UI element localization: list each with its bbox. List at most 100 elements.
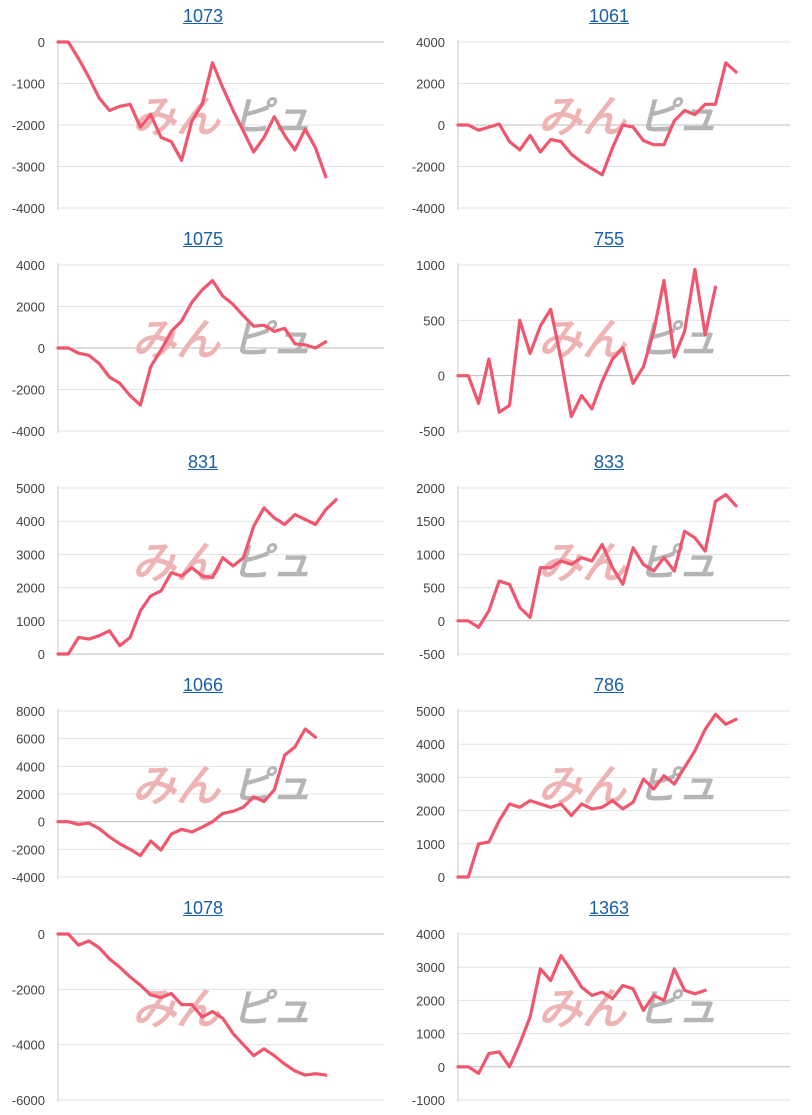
y-tick-label: 0	[38, 927, 45, 942]
series-line	[456, 712, 738, 879]
y-tick-label: 0	[438, 870, 445, 885]
line-chart: 4000 3000 2000 1000 0 -1000 みん ピュ	[412, 927, 790, 1108]
y-tick-label: -2000	[12, 118, 45, 133]
y-tick-label: 1000	[16, 614, 45, 629]
y-tick-label: -3000	[12, 160, 45, 175]
y-tick-label: 4000	[16, 514, 45, 529]
chart-panel-833: 833 2000 1500 1000 500 0 -500 みん ピュ	[406, 446, 812, 669]
watermark-logo: みん ピュ	[132, 984, 312, 1035]
data-points	[57, 499, 337, 655]
chart-title-link[interactable]: 1363	[588, 898, 630, 918]
watermark-text-left: みん	[132, 92, 222, 143]
watermark-logo: みん ピュ	[132, 538, 312, 589]
data-points	[57, 933, 326, 1076]
y-tick-label: -2000	[412, 160, 445, 175]
y-tick-label: 0	[38, 815, 45, 830]
y-tick-label: -4000	[12, 424, 45, 439]
watermark-text-right: ピュ	[232, 317, 312, 363]
y-tick-label: 0	[438, 1060, 445, 1075]
y-tick-label: 0	[38, 647, 45, 662]
y-tick-label: -4000	[412, 201, 445, 216]
y-tick-label: 6000	[16, 732, 45, 747]
data-points	[457, 955, 706, 1074]
chart-title-link[interactable]: 1073	[182, 6, 224, 26]
y-tick-label: -2000	[12, 842, 45, 857]
y-tick-label: 2000	[16, 581, 45, 596]
y-tick-label: 5000	[16, 481, 45, 496]
gridlines	[58, 487, 384, 655]
y-tick-label: 2000	[416, 481, 445, 496]
data-points	[457, 714, 737, 878]
watermark-text-left: みん	[538, 984, 628, 1035]
chart-panel-1363: 1363 4000 3000 2000 1000 0 -1000 みん ピュ	[406, 892, 812, 1115]
line-chart: 0 -2000 -4000 -6000 みん ピュ	[12, 927, 384, 1108]
y-tick-label: 2000	[416, 993, 445, 1008]
y-tick-label: 1000	[416, 258, 445, 273]
y-tick-label: 1000	[416, 547, 445, 562]
watermark-text-left: みん	[132, 761, 222, 812]
y-tick-label: 1000	[416, 1027, 445, 1042]
y-tick-label: -4000	[12, 1038, 45, 1053]
chart-title-link[interactable]: 833	[593, 452, 625, 472]
gridlines	[58, 41, 384, 209]
y-tick-label: 4000	[416, 737, 445, 752]
y-tick-label: 0	[38, 341, 45, 356]
y-tick-label: 4000	[416, 35, 445, 50]
chart-title-link[interactable]: 831	[187, 452, 219, 472]
watermark-text-right: ピュ	[232, 540, 312, 586]
y-tick-label: -500	[419, 647, 445, 662]
y-tick-label: 0	[38, 35, 45, 50]
y-tick-label: 500	[423, 581, 445, 596]
watermark-text-right: ピュ	[232, 763, 312, 809]
watermark-logo: みん ピュ	[132, 92, 312, 143]
chart-title-link[interactable]: 1078	[182, 898, 224, 918]
watermark-logo: みん ピュ	[538, 984, 718, 1035]
y-tick-label: -500	[419, 424, 445, 439]
y-tick-label: 2000	[416, 77, 445, 92]
gridlines	[458, 487, 790, 655]
line-chart: 4000 2000 0 -2000 -4000 みん ピュ	[412, 35, 790, 216]
chart-panel-1078: 1078 0 -2000 -4000 -6000 みん ピュ	[0, 892, 406, 1115]
watermark-text-left: みん	[132, 315, 222, 366]
chart-title-link[interactable]: 755	[593, 229, 625, 249]
watermark-logo: みん ピュ	[538, 761, 718, 812]
y-tick-label: 2000	[16, 300, 45, 315]
series-line	[456, 61, 738, 177]
y-tick-label: 0	[438, 614, 445, 629]
y-tick-label: 3000	[416, 770, 445, 785]
chart-title-link[interactable]: 1075	[182, 229, 224, 249]
gridlines	[458, 933, 790, 1101]
chart-title-link[interactable]: 1066	[182, 675, 224, 695]
watermark-text-right: ピュ	[638, 986, 718, 1032]
y-tick-label: 4000	[416, 927, 445, 942]
chart-panel-1075: 1075 4000 2000 0 -2000 -4000 みん ピュ	[0, 223, 406, 446]
watermark-logo: みん ピュ	[132, 761, 312, 812]
watermark-text-left: みん	[132, 538, 222, 589]
chart-title-link[interactable]: 786	[593, 675, 625, 695]
y-tick-label: 1500	[416, 514, 445, 529]
data-points	[457, 494, 737, 628]
gridlines	[58, 264, 384, 432]
y-tick-label: -2000	[12, 383, 45, 398]
chart-panel-831: 831 5000 4000 3000 2000 1000 0 みん ピュ	[0, 446, 406, 669]
chart-panel-1073: 1073 0 -1000 -2000 -3000 -4000 みん ピュ	[0, 0, 406, 223]
data-points	[457, 62, 737, 175]
gridlines	[58, 710, 384, 878]
y-tick-label: 8000	[16, 704, 45, 719]
line-chart: 1000 500 0 -500 みん ピュ	[416, 258, 790, 439]
y-tick-label: 3000	[16, 547, 45, 562]
data-points	[57, 41, 326, 177]
y-tick-label: 2000	[16, 787, 45, 802]
watermark-logo: みん ピュ	[538, 92, 718, 143]
y-tick-label: 500	[423, 313, 445, 328]
data-points	[457, 269, 716, 417]
chart-panel-786: 786 5000 4000 3000 2000 1000 0 みん ピュ	[406, 669, 812, 892]
y-tick-label: 3000	[416, 960, 445, 975]
y-tick-label: 5000	[416, 704, 445, 719]
gridlines	[458, 710, 790, 878]
y-tick-label: 4000	[16, 759, 45, 774]
y-tick-label: 0	[438, 369, 445, 384]
chart-title-link[interactable]: 1061	[588, 6, 630, 26]
data-points	[57, 728, 316, 856]
